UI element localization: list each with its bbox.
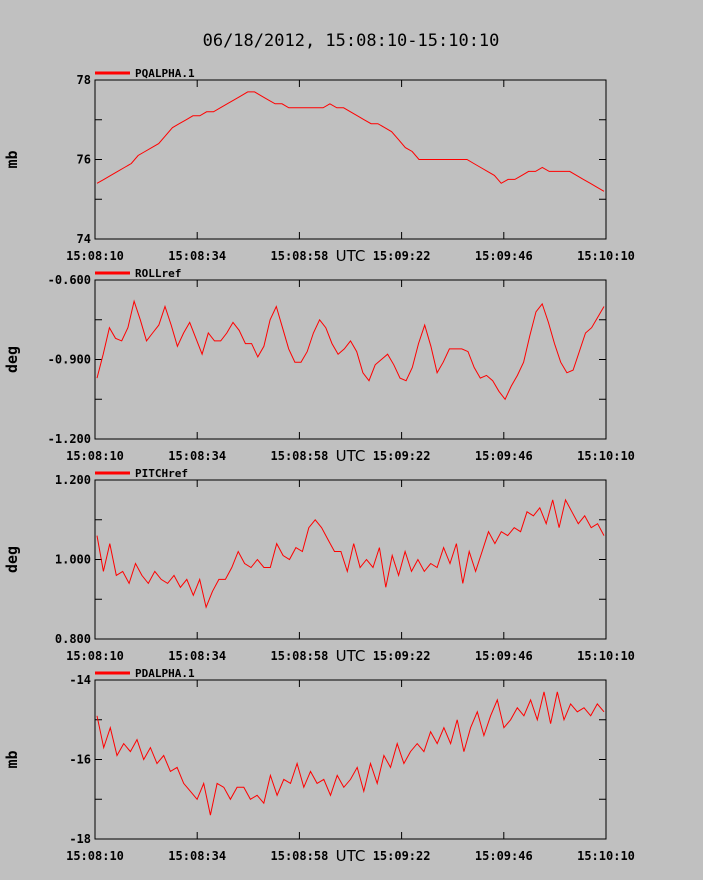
y-axis-label: mb — [3, 150, 21, 168]
x-tick-label: 15:09:22 — [373, 249, 431, 263]
x-tick-label: 15:09:46 — [475, 249, 533, 263]
x-tick-label: 15:08:34 — [168, 849, 226, 863]
y-tick-label: -14 — [69, 673, 91, 687]
series-line — [96, 91, 605, 192]
x-tick-label: 15:08:34 — [168, 649, 226, 663]
panel-3: 15:08:10 15:08:34 15:08:58 15:09:22 15:09:46… — [3, 467, 635, 665]
x-tick-label: 15:08:58 — [271, 849, 329, 863]
y-tick-label: -1.200 — [48, 432, 91, 446]
y-axis-label: deg — [3, 346, 21, 373]
legend-label: PITCHref — [135, 467, 188, 480]
y-tick-label: -18 — [69, 832, 91, 846]
x-tick-label: 15:08:58 — [271, 649, 329, 663]
x-tick-label: 15:10:10 — [577, 849, 635, 863]
x-tick-label: 15:08:10 — [66, 649, 124, 663]
y-tick-label: -16 — [69, 753, 91, 767]
y-tick-label: -0.900 — [48, 353, 91, 367]
y-tick-label: 74 — [77, 232, 91, 246]
plot-frame — [94, 279, 607, 440]
chart-title: 06/18/2012, 15:08:10-15:10:10 — [203, 31, 500, 51]
y-axis-label: deg — [3, 546, 21, 573]
x-axis-label: UTC — [336, 447, 366, 465]
y-tick-label: -0.600 — [48, 273, 91, 287]
panel-1: 15:08:10 15:08:34 15:08:58 15:09:22 15:09:46… — [3, 67, 635, 265]
legend-label: ROLLref — [135, 267, 181, 280]
x-tick-label: 15:08:34 — [168, 249, 226, 263]
x-axis-label: UTC — [336, 247, 366, 265]
y-axis-label: mb — [3, 750, 21, 768]
x-tick-label: 15:08:58 — [271, 249, 329, 263]
series-line — [96, 691, 605, 816]
x-tick-label: 15:09:22 — [373, 649, 431, 663]
y-tick-label: 1.200 — [55, 473, 91, 487]
x-tick-label: 15:10:10 — [577, 449, 635, 463]
series-line — [96, 299, 605, 401]
panel-2: 15:08:10 15:08:34 15:08:58 15:09:22 15:09:46… — [3, 267, 635, 465]
x-tick-label: 15:09:46 — [475, 649, 533, 663]
x-tick-label: 15:08:58 — [271, 449, 329, 463]
x-tick-label: 15:09:46 — [475, 449, 533, 463]
legend-label: PDALPHA.1 — [135, 667, 195, 680]
x-axis-label: UTC — [336, 647, 366, 665]
y-tick-label: 78 — [77, 73, 91, 87]
x-tick-label: 15:09:46 — [475, 849, 533, 863]
x-axis-label: UTC — [336, 847, 366, 865]
x-tick-label: 15:08:34 — [168, 449, 226, 463]
x-tick-label: 15:09:22 — [373, 849, 431, 863]
x-tick-label: 15:08:10 — [66, 849, 124, 863]
panel-4: 15:08:10 15:08:34 15:08:58 15:09:22 15:09:46… — [3, 667, 635, 865]
x-tick-label: 15:08:10 — [66, 249, 124, 263]
y-tick-label: 0.800 — [55, 632, 91, 646]
x-tick-label: 15:09:22 — [373, 449, 431, 463]
series-line — [96, 498, 605, 609]
x-tick-label: 15:08:10 — [66, 449, 124, 463]
x-tick-label: 15:10:10 — [577, 649, 635, 663]
y-tick-label: 1.000 — [55, 553, 91, 567]
legend-label: PQALPHA.1 — [135, 67, 195, 80]
x-tick-label: 15:10:10 — [577, 249, 635, 263]
plot-frame — [94, 79, 607, 240]
y-tick-label: 76 — [77, 153, 91, 167]
panels-container: 15:08:10 15:08:34 15:08:58 15:09:22 15:09:46… — [3, 67, 635, 865]
